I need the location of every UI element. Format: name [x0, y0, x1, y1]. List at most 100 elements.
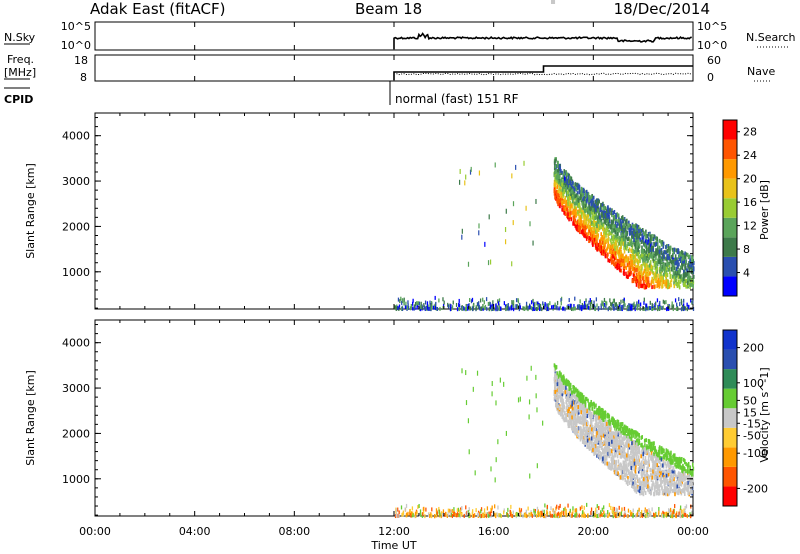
echo-cell — [639, 258, 641, 263]
echo-cell — [573, 404, 576, 409]
echo-cell — [621, 238, 623, 243]
echo-cell — [585, 234, 588, 239]
echo-cell — [683, 281, 686, 286]
echo-cell — [574, 306, 576, 311]
echo-cell — [604, 231, 607, 236]
echo-cell — [655, 256, 657, 261]
echo-cell — [611, 221, 613, 226]
echo-cell — [556, 184, 559, 189]
echo-cell — [630, 242, 633, 247]
echo-cell — [407, 303, 409, 308]
echo-cell — [578, 220, 580, 225]
echo-cell — [579, 430, 582, 435]
echo-cell — [563, 210, 565, 215]
echo-cell — [508, 306, 510, 311]
echo-cell — [618, 241, 621, 246]
echo-cell — [627, 514, 629, 519]
echo-cell — [593, 203, 596, 208]
echo-cell — [472, 386, 474, 392]
echo-cell — [655, 476, 657, 481]
echo-cell — [596, 220, 599, 225]
echo-cell — [654, 260, 657, 265]
echo-cell — [635, 272, 638, 277]
echo-cell — [653, 275, 655, 280]
echo-cell — [658, 253, 661, 258]
echo-cell — [628, 242, 631, 247]
echo-cell — [644, 243, 646, 248]
echo-cell — [450, 307, 452, 312]
cpid-label: CPID — [4, 93, 33, 106]
echo-cell — [628, 303, 631, 308]
echo-cell — [654, 513, 656, 518]
echo-cell — [645, 229, 647, 234]
echo-cell — [600, 452, 603, 457]
echo-cell — [614, 220, 617, 225]
echo-cell — [532, 298, 534, 303]
echo-cell — [594, 213, 596, 218]
echo-cell — [614, 302, 617, 307]
echo-cell — [582, 210, 585, 215]
echo-cell — [629, 455, 631, 460]
echo-cell — [624, 465, 627, 470]
echo-cell — [688, 271, 690, 276]
echo-cell — [651, 466, 654, 471]
echo-cell — [640, 462, 642, 467]
echo-cell — [671, 247, 674, 252]
echo-cell — [691, 256, 694, 261]
echo-cell — [677, 283, 679, 288]
echo-cell — [591, 215, 594, 220]
echo-cell — [608, 461, 610, 466]
echo-cell — [430, 303, 432, 308]
echo-cell — [603, 205, 606, 210]
echo-cell — [597, 224, 600, 229]
echo-cell — [569, 508, 571, 513]
echo-cell — [586, 502, 588, 507]
echo-cell — [620, 255, 622, 260]
echo-cell — [477, 305, 479, 310]
echo-cell — [627, 270, 629, 275]
echo-cell — [636, 304, 639, 309]
echo-cell — [586, 232, 588, 237]
echo-cell — [598, 240, 601, 245]
echo-cell — [609, 436, 612, 441]
echo-cell — [566, 172, 569, 177]
echo-cell — [554, 177, 556, 182]
echo-cell — [438, 298, 440, 303]
echo-cell — [558, 199, 561, 204]
echo-cell — [606, 238, 609, 243]
echo-cell — [414, 511, 417, 516]
echo-cell — [615, 227, 617, 232]
echo-cell — [646, 267, 648, 272]
echo-cell — [581, 192, 584, 197]
echo-cell — [575, 508, 577, 513]
echo-cell — [621, 219, 624, 224]
power-echoes — [394, 0, 695, 312]
echo-cell — [526, 306, 528, 311]
echo-cell — [616, 250, 619, 255]
echo-cell — [455, 513, 458, 518]
echo-cell — [486, 306, 488, 311]
echo-cell — [591, 234, 593, 239]
echo-cell — [535, 393, 537, 399]
echo-cell — [589, 305, 592, 310]
echo-cell — [598, 449, 600, 454]
echo-cell — [646, 472, 648, 477]
echo-cell — [619, 454, 622, 459]
echo-cell — [642, 261, 645, 266]
echo-cell — [681, 509, 683, 514]
echo-cell — [588, 225, 590, 230]
echo-cell — [603, 510, 605, 515]
echo-cell — [669, 258, 672, 263]
echo-cell — [655, 242, 658, 247]
echo-cell — [558, 203, 561, 208]
echo-cell — [470, 166, 472, 172]
echo-cell — [558, 306, 560, 311]
echo-cell — [632, 508, 634, 513]
echo-cell — [597, 218, 600, 223]
echo-cell — [687, 487, 689, 492]
echo-cell — [636, 234, 639, 239]
echo-cell — [639, 274, 641, 279]
echo-cell — [662, 241, 665, 246]
echo-cell — [650, 245, 653, 250]
echo-cell — [629, 436, 632, 441]
